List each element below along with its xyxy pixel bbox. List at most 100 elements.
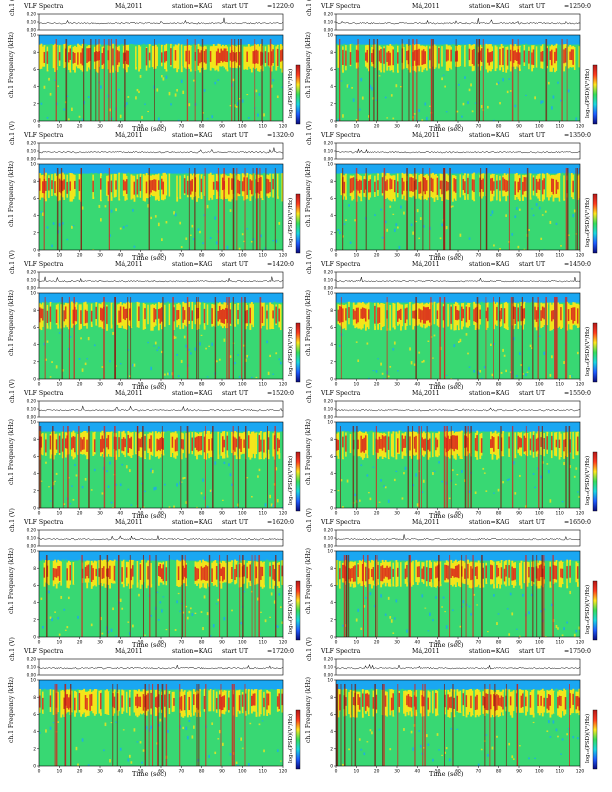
- spectrum-column: [93, 173, 96, 197]
- spectrum-peak: [222, 566, 224, 582]
- spectrum-speckle: [432, 619, 434, 622]
- top-tick-label: 0.00: [27, 286, 37, 291]
- spectrum-speckle: [188, 103, 191, 107]
- spectrum-column: [549, 431, 552, 454]
- spectrum-speckle: [544, 636, 547, 637]
- panel-title: VLF Spectra: [321, 390, 361, 397]
- x-tick-label: 30: [97, 511, 103, 517]
- spectrum-peak: [250, 695, 253, 707]
- spectrum-axis-label: ch.1 Frequency (kHz): [8, 161, 15, 227]
- spectrum-column: [531, 431, 534, 455]
- x-tick-label: 0: [38, 124, 41, 130]
- spectrum-speckle: [566, 621, 568, 624]
- spectrum-peak: [555, 565, 558, 580]
- spectrum-speckle: [203, 595, 206, 599]
- spectrum-speckle: [240, 622, 243, 625]
- spectrum-peak: [413, 310, 416, 319]
- panel-date: Má,2011: [412, 132, 440, 139]
- spectrum-peak: [101, 567, 104, 579]
- spectrum-column: [116, 304, 119, 325]
- spectrum-speckle: [157, 117, 160, 121]
- spectrum-column: [563, 303, 566, 331]
- spectrum-column: [132, 302, 134, 328]
- spectrum-column: [441, 302, 444, 330]
- spectrum-speckle: [215, 241, 218, 245]
- y-tick-label: 8: [330, 566, 333, 572]
- spectrum-column: [546, 172, 549, 198]
- waveform-trace: [335, 407, 581, 412]
- spectrum-column: [67, 560, 70, 589]
- spectrum-column: [349, 689, 352, 718]
- spectrum-column: [63, 561, 66, 583]
- spectrum-column: [170, 559, 172, 583]
- spectrum-column: [72, 561, 75, 585]
- spectrum-column: [199, 688, 201, 717]
- spectrum-speckle: [497, 488, 500, 492]
- spectrum-peak: [389, 566, 392, 579]
- spectrum-peak: [445, 49, 448, 62]
- x-tick-label: 70: [179, 511, 185, 517]
- spectrum-peak: [576, 308, 579, 324]
- spectrum-peak: [464, 568, 466, 579]
- spectrum-speckle: [223, 616, 226, 621]
- spectrum-column: [433, 301, 436, 325]
- spectrum-column: [252, 304, 255, 328]
- spectrum-speckle: [214, 81, 217, 85]
- spectrum-column: [544, 431, 547, 457]
- x-tick-label: 50: [138, 640, 144, 646]
- spectrum-column: [71, 561, 73, 588]
- spectrum-peak: [194, 437, 197, 448]
- spectrum-column: [202, 301, 204, 327]
- spectrum-peak: [529, 695, 532, 708]
- spectrum-peak: [511, 566, 514, 581]
- spectrum-peak: [150, 692, 153, 709]
- spectrum-peak: [205, 565, 207, 581]
- spectrum-column: [110, 302, 113, 329]
- y-tick-label: 6: [33, 454, 36, 460]
- spectrum-peak: [390, 179, 393, 190]
- spectrum-speckle: [276, 625, 279, 628]
- top-tick-label: 0.10: [324, 536, 334, 541]
- x-tick-label: 50: [435, 640, 441, 646]
- spectrum-column: [346, 560, 349, 586]
- spectrum-column: [554, 175, 556, 198]
- spectrum-speckle: [86, 358, 88, 360]
- spectrum-column: [261, 175, 264, 201]
- spectrum-peak: [535, 438, 538, 452]
- spectrum-column: [339, 173, 341, 196]
- spectrum-peak: [142, 694, 145, 711]
- spectrum-peak: [422, 696, 425, 707]
- spectrum-peak: [454, 565, 457, 578]
- spectrum-column: [416, 172, 419, 201]
- spectrum-peak: [480, 48, 483, 63]
- spectrum-peak: [66, 694, 69, 709]
- spectrum-peak: [229, 309, 232, 324]
- spectrum-column: [135, 561, 137, 585]
- spectrum-speckle: [563, 461, 565, 466]
- spectrum-peak: [194, 566, 197, 581]
- spectrum-column: [191, 562, 194, 589]
- top-tick-label: 0.00: [324, 415, 334, 420]
- spectrum-speckle: [508, 742, 511, 746]
- spectrum-speckle: [179, 610, 182, 613]
- spectrum-peak: [161, 307, 163, 322]
- spectrum-axis-label: ch.1 Frequency (kHz): [8, 32, 15, 98]
- spectrum-speckle: [384, 220, 387, 224]
- spectrum-column: [263, 561, 265, 588]
- spectrum-peak: [241, 694, 244, 707]
- spectrum-peak: [493, 694, 495, 707]
- spectrum-column: [138, 560, 140, 583]
- spectrum-speckle: [206, 376, 209, 378]
- spectrum-column: [395, 173, 398, 198]
- waveform-trace: [335, 534, 581, 541]
- spectrum-speckle: [40, 211, 43, 213]
- panel-date: Má,2011: [412, 390, 440, 397]
- spectrum-column: [474, 46, 477, 72]
- spectrum-column: [58, 301, 61, 325]
- spectrum-column: [404, 690, 407, 717]
- spectrum-column: [179, 433, 182, 456]
- spectrum-peak: [130, 436, 133, 450]
- spectrum-peak: [267, 693, 270, 706]
- spectrum-peak: [520, 306, 523, 322]
- x-tick-label: 80: [496, 769, 502, 775]
